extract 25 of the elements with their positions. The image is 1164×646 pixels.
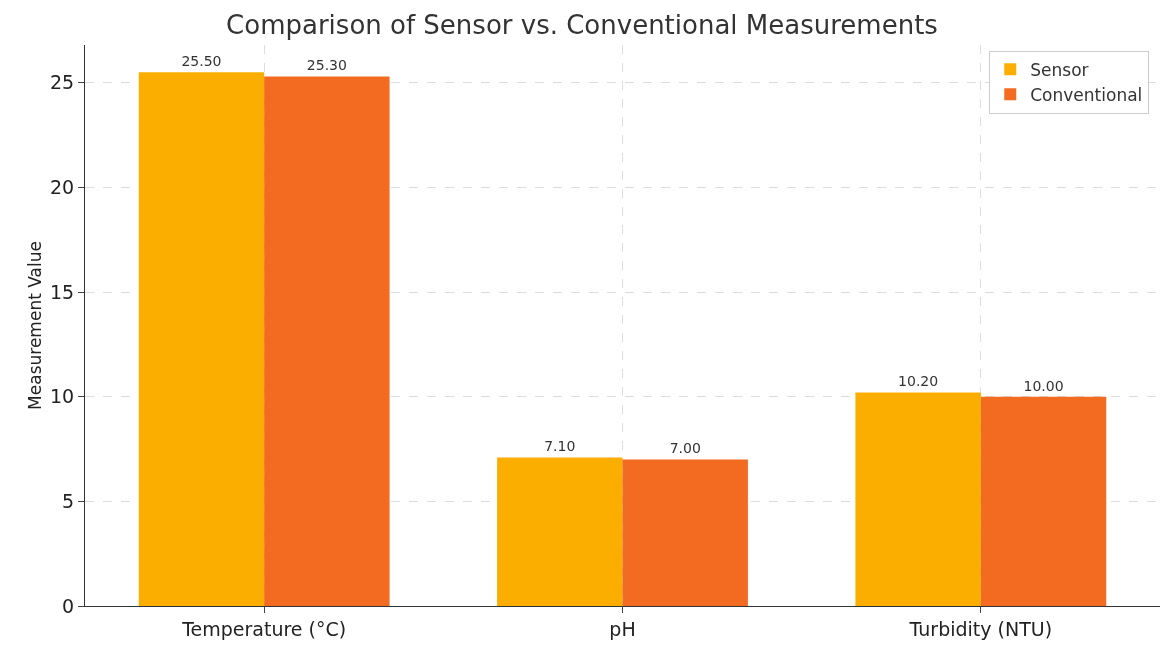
y-axis-title: Measurement Value: [25, 241, 45, 410]
data-label: 25.50: [181, 53, 222, 70]
chart-title: Comparison of Sensor vs. Conventional Measurements: [226, 10, 938, 41]
data-label: 10.00: [1023, 377, 1064, 394]
bar: [138, 72, 265, 606]
x-tick-label: pH: [609, 617, 636, 640]
bar: [980, 396, 1107, 606]
y-tick-label: 10: [50, 385, 75, 408]
x-tick-label: Temperature (°C): [181, 617, 347, 640]
y-tick-label: 15: [50, 280, 75, 303]
y-tick-label: 25: [50, 71, 75, 94]
y-tick-label: 20: [50, 175, 75, 198]
data-label: 7.10: [544, 438, 576, 455]
legend-label: Conventional: [1030, 84, 1143, 105]
data-label: 25.30: [306, 57, 347, 74]
legend-label: Sensor: [1030, 59, 1089, 80]
bar: [497, 457, 623, 606]
x-tick-label: Turbidity (NTU): [908, 617, 1053, 640]
y-tick-label: 5: [62, 489, 75, 512]
bar: [622, 459, 748, 606]
y-tick-label: 0: [62, 594, 75, 617]
bar: [855, 392, 981, 606]
data-label: 10.20: [898, 373, 939, 390]
bar: [264, 76, 390, 606]
data-label: 7.00: [669, 440, 701, 457]
